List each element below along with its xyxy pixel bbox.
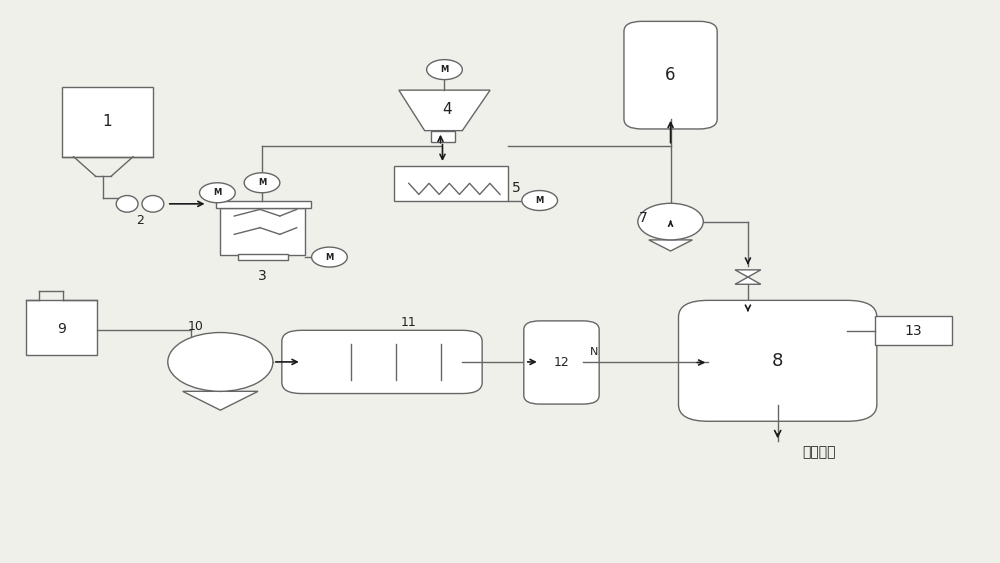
FancyBboxPatch shape xyxy=(624,21,717,129)
Circle shape xyxy=(638,203,703,240)
Text: 8: 8 xyxy=(772,352,783,370)
Circle shape xyxy=(427,60,462,79)
Bar xyxy=(216,200,311,208)
Polygon shape xyxy=(649,240,692,251)
FancyBboxPatch shape xyxy=(524,321,599,404)
Bar xyxy=(62,87,153,157)
Text: 12: 12 xyxy=(554,356,569,369)
Text: 4: 4 xyxy=(443,102,452,117)
Ellipse shape xyxy=(142,195,164,212)
FancyBboxPatch shape xyxy=(678,300,877,421)
Bar xyxy=(238,254,288,261)
Text: 13: 13 xyxy=(905,324,922,338)
Polygon shape xyxy=(735,270,761,277)
Text: M: M xyxy=(536,196,544,205)
Text: M: M xyxy=(258,178,266,187)
Bar xyxy=(394,166,508,200)
Circle shape xyxy=(168,333,273,391)
Text: M: M xyxy=(440,65,449,74)
Text: 5: 5 xyxy=(512,181,521,195)
Polygon shape xyxy=(735,277,761,284)
Text: 7: 7 xyxy=(638,211,647,225)
Bar xyxy=(26,300,97,355)
Circle shape xyxy=(312,247,347,267)
Text: M: M xyxy=(325,253,334,262)
Bar xyxy=(875,316,952,345)
Polygon shape xyxy=(399,90,490,131)
Text: M: M xyxy=(213,188,222,197)
Polygon shape xyxy=(183,391,258,410)
Text: 9: 9 xyxy=(57,321,66,336)
FancyBboxPatch shape xyxy=(282,330,482,394)
Text: 1: 1 xyxy=(102,114,112,129)
Text: 3: 3 xyxy=(258,269,266,283)
Circle shape xyxy=(244,173,280,193)
Circle shape xyxy=(522,190,558,211)
Text: 6: 6 xyxy=(665,66,676,84)
Text: N: N xyxy=(590,347,599,358)
Text: 11: 11 xyxy=(401,316,417,329)
Bar xyxy=(220,208,305,255)
Circle shape xyxy=(200,183,235,203)
Ellipse shape xyxy=(116,195,138,212)
Bar xyxy=(431,131,455,142)
Text: 2: 2 xyxy=(136,214,144,227)
Text: 排渣系统: 排渣系统 xyxy=(802,445,836,459)
Text: 10: 10 xyxy=(188,320,203,333)
